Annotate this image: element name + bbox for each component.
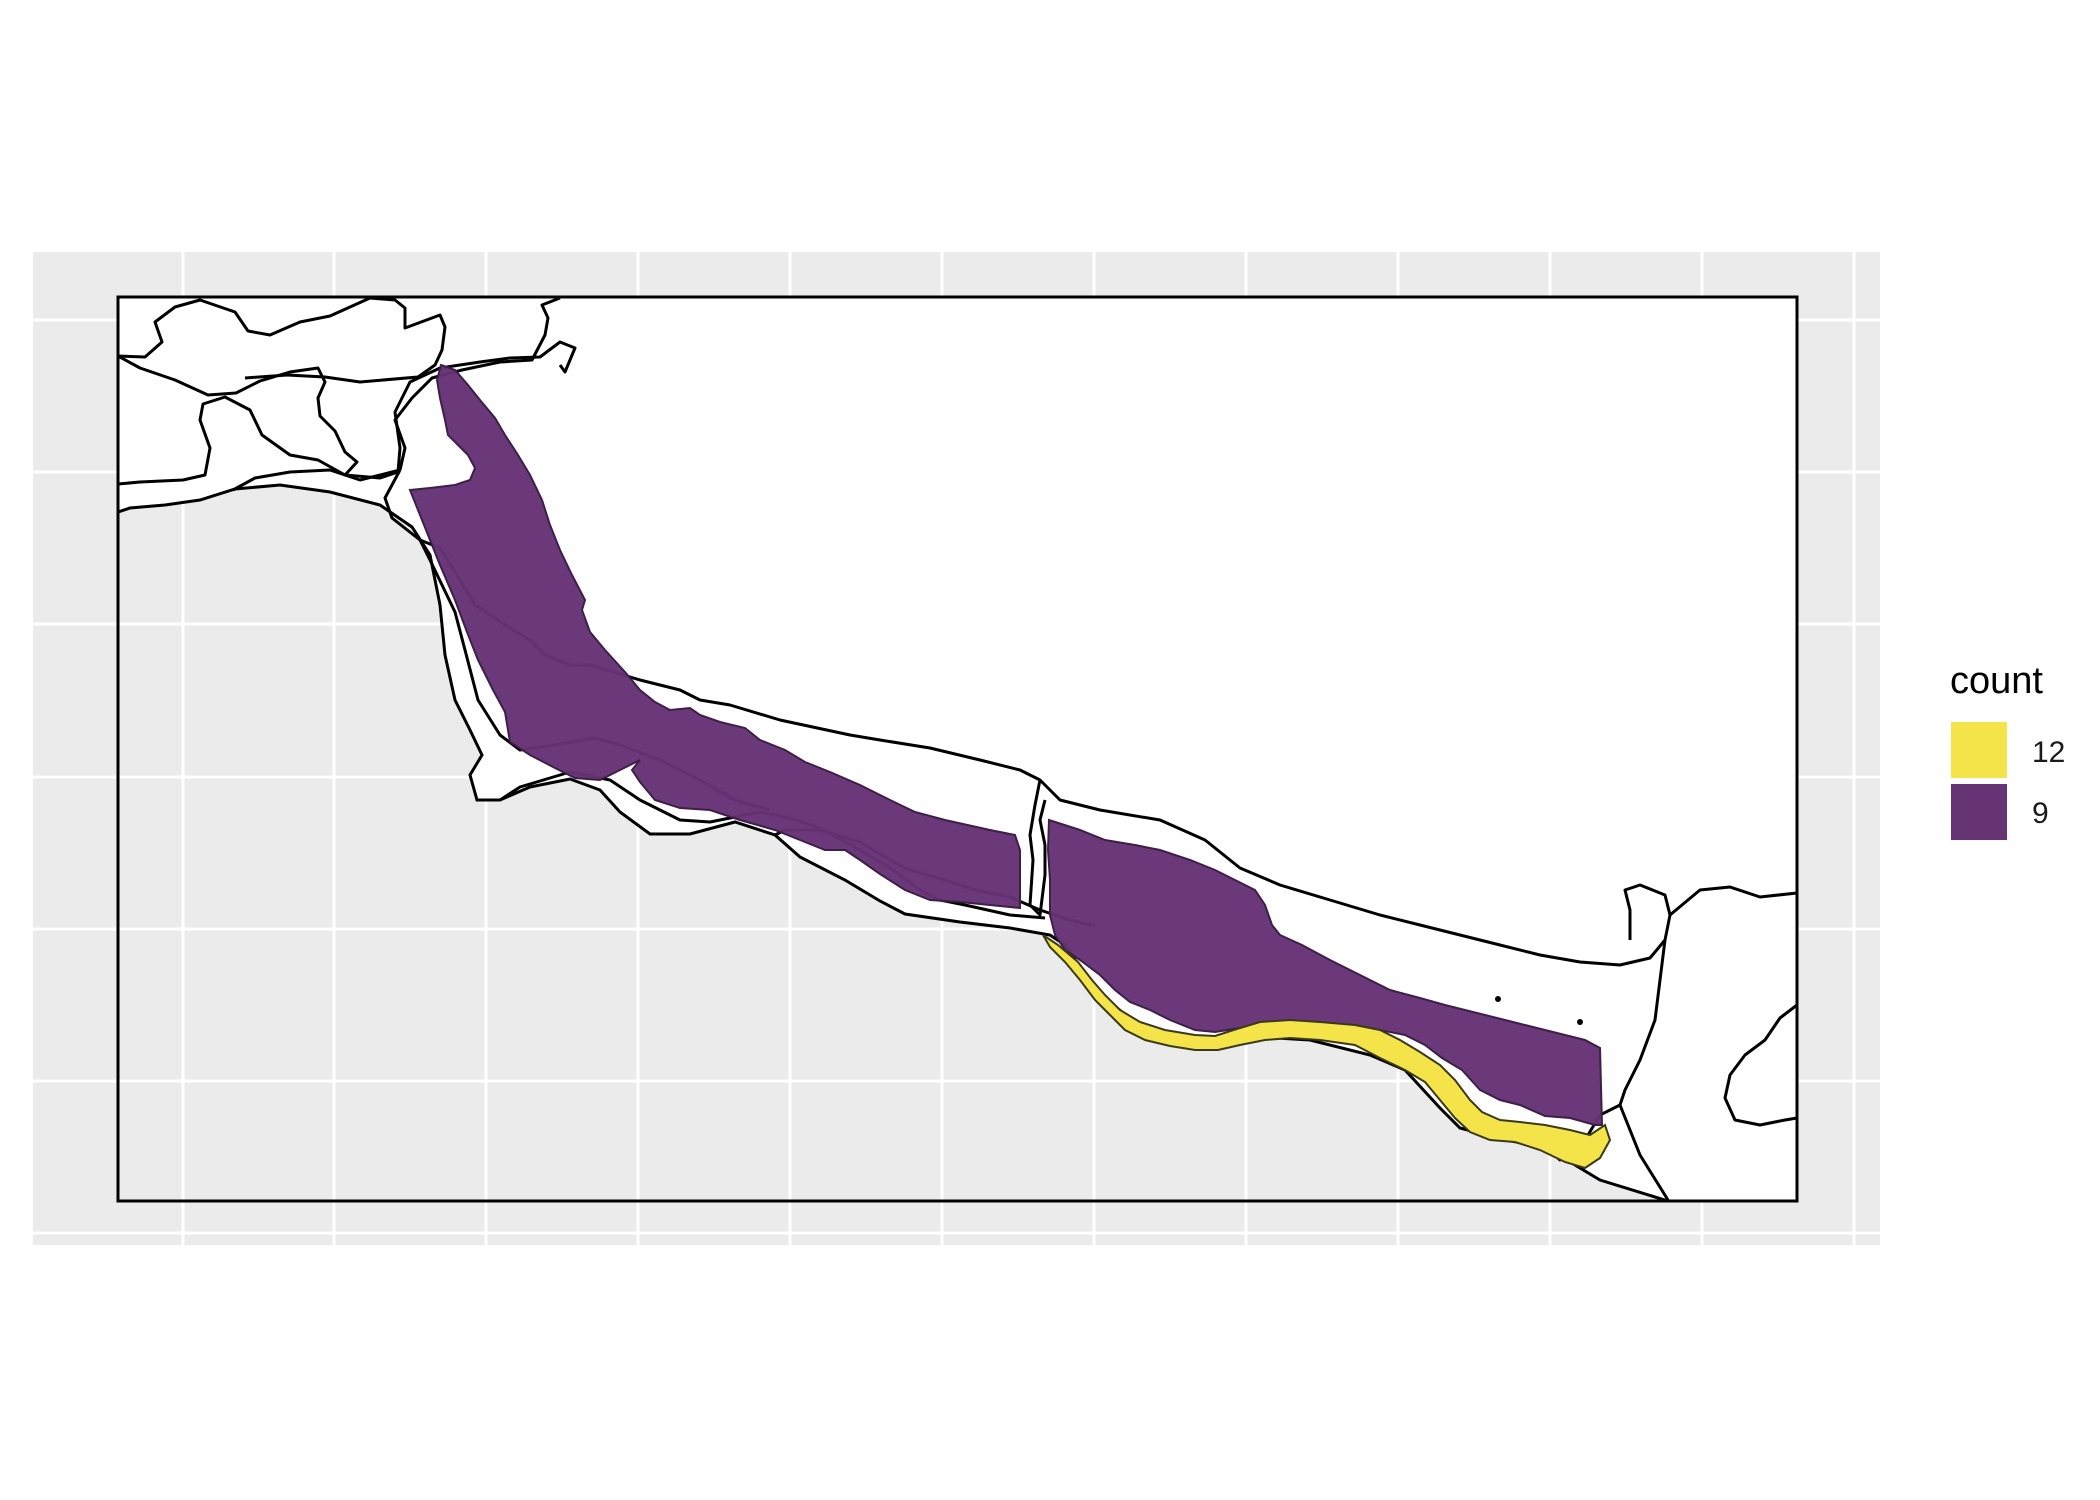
legend-swatch-9 (1951, 784, 2007, 840)
region-outline (117, 354, 359, 477)
legend: count 12 9 (1950, 660, 2065, 840)
region-outline (1618, 939, 1670, 1201)
region-outline (232, 468, 401, 492)
point-marker (1577, 1019, 1583, 1025)
legend-title: count (1950, 660, 2043, 702)
legend-label-12: 12 (2032, 736, 2065, 769)
map-frame (116, 295, 1799, 1203)
region-outline (393, 296, 561, 471)
region-outline (1669, 885, 1798, 917)
zone-count-12 (1042, 934, 1612, 1170)
region-outline (1028, 779, 1047, 917)
region-outline (117, 296, 447, 384)
region-outline (1723, 1003, 1798, 1127)
point-marker (1495, 996, 1501, 1002)
legend-swatch-12 (1951, 722, 2007, 778)
zone-count-9 (408, 363, 1604, 1126)
legend-label-9: 9 (2032, 797, 2049, 830)
